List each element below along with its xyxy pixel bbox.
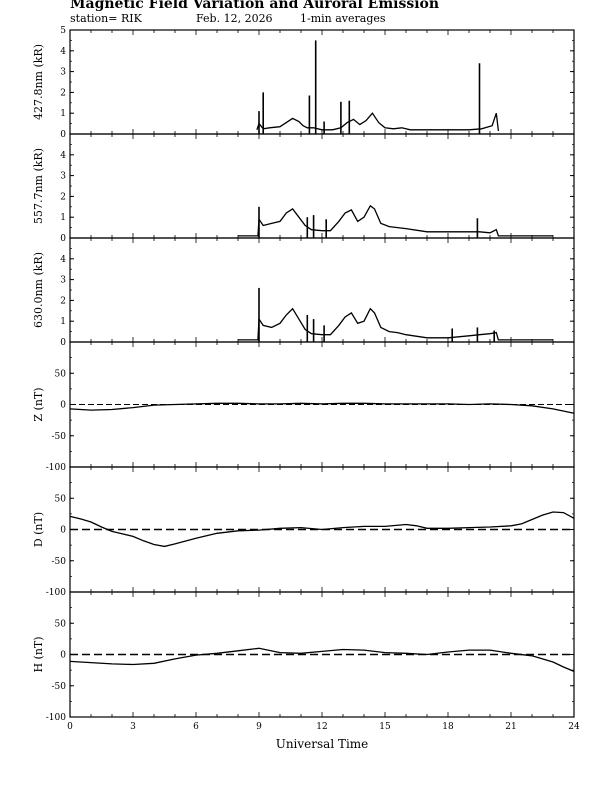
chart-header: Magnetic Field Variation and Auroral Emi… — [0, 0, 612, 30]
y-tick-label: 0 — [60, 234, 66, 244]
series-line — [69, 402, 575, 414]
y-tick-label: 50 — [55, 619, 67, 629]
series-line — [69, 511, 575, 548]
y-tick-label: 0 — [60, 651, 66, 661]
y-tick-label: 2 — [60, 192, 66, 202]
y-tick-label: 4 — [60, 151, 66, 161]
x-tick-label: 9 — [256, 722, 262, 732]
chart-title: Magnetic Field Variation and Auroral Emi… — [70, 0, 440, 12]
y-tick-label: -100 — [46, 463, 66, 473]
y-axis-label: 557.7nm (kR) — [32, 148, 45, 224]
panel-frame — [69, 133, 575, 239]
y-tick-label: 50 — [55, 369, 67, 379]
x-tick-label: 12 — [316, 722, 327, 732]
y-tick-label: 3 — [60, 68, 66, 78]
panel-frame — [69, 591, 575, 718]
x-tick-label: 3 — [130, 722, 136, 732]
y-tick-label: 0 — [60, 401, 66, 411]
station-label: station= RIK — [70, 12, 142, 25]
y-tick-label: 3 — [60, 276, 66, 286]
y-axis-label: 427.8nm (kR) — [32, 44, 45, 120]
y-axis-label: Z (nT) — [32, 387, 45, 421]
y-tick-label: 4 — [60, 47, 66, 57]
y-tick-label: 4 — [60, 255, 66, 265]
averaging-label: 1-min averages — [300, 12, 386, 25]
y-tick-label: -50 — [52, 557, 67, 567]
y-tick-label: 1 — [60, 317, 66, 327]
y-tick-label: 1 — [60, 213, 66, 223]
x-tick-label: 6 — [193, 722, 199, 732]
y-tick-label: -100 — [46, 588, 66, 598]
y-axis-label: D (nT) — [32, 512, 45, 547]
x-tick-label: 21 — [505, 722, 516, 732]
y-tick-label: -50 — [52, 682, 67, 692]
y-tick-label: 3 — [60, 172, 66, 182]
x-tick-label: 15 — [379, 722, 391, 732]
y-tick-label: -100 — [46, 713, 66, 723]
series-line — [69, 647, 575, 672]
x-tick-label: 24 — [568, 722, 580, 732]
panel-frame — [69, 29, 575, 135]
y-tick-label: 1 — [60, 109, 66, 119]
date-label: Feb. 12, 2026 — [196, 12, 273, 25]
x-axis-label: Universal Time — [276, 737, 369, 751]
y-tick-label: 0 — [60, 526, 66, 536]
y-tick-label: 50 — [55, 494, 67, 504]
series-line — [238, 204, 553, 237]
y-tick-label: 0 — [60, 338, 66, 348]
x-tick-label: 18 — [442, 722, 454, 732]
y-axis-label: 630.0nm (kR) — [32, 252, 45, 328]
x-tick-label: 0 — [67, 722, 73, 732]
y-tick-label: 2 — [60, 88, 66, 98]
panel-frame — [69, 237, 575, 343]
series-line — [256, 112, 500, 131]
y-tick-label: 2 — [60, 296, 66, 306]
y-tick-label: -50 — [52, 432, 67, 442]
series-line — [238, 307, 553, 341]
y-tick-label: 5 — [60, 26, 66, 36]
y-tick-label: 0 — [60, 130, 66, 140]
y-axis-label: H (nT) — [32, 636, 45, 672]
